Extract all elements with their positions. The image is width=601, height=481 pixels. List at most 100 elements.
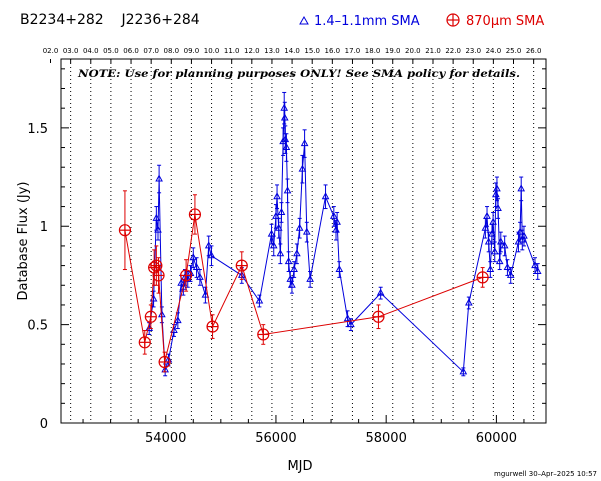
top-axis-tick-label: 24.0	[486, 47, 502, 55]
y-tick-label: 0.5	[27, 319, 48, 334]
top-axis-tick-label: 16.0	[325, 47, 341, 55]
data-point	[533, 266, 542, 274]
legend-blue-label: 1.4–1.1mm SMA	[314, 14, 420, 29]
top-axis-tick-label: 02.0	[43, 47, 59, 55]
top-axis-tick-label: 10.0	[204, 47, 220, 55]
top-axis-tick-label: 06.0	[123, 47, 139, 55]
data-point	[484, 237, 493, 245]
top-axis-tick-label: 08.0	[163, 47, 179, 55]
data-point	[520, 231, 528, 239]
data-point	[274, 223, 283, 231]
data-point	[277, 207, 286, 215]
top-axis-tick-label: 19.0	[385, 47, 401, 55]
data-point	[150, 259, 163, 272]
x-axis: 54000 56000 58000 60000	[82, 415, 525, 446]
y-tick-label: 1.5	[27, 122, 48, 137]
data-point	[503, 263, 512, 271]
data-point	[329, 211, 338, 219]
top-axis-tick-label: 13.0	[264, 47, 280, 55]
data-point	[321, 192, 330, 200]
y-tick-label: 0	[40, 417, 48, 432]
data-point	[177, 278, 185, 286]
data-point	[118, 224, 132, 237]
top-axis-tick-label: 21.0	[425, 47, 441, 55]
data-point	[343, 314, 352, 322]
top-axis-tick-label: 03.0	[63, 47, 79, 55]
data-point	[276, 249, 285, 257]
data-point	[180, 269, 193, 282]
data-point	[293, 249, 301, 257]
data-point	[192, 263, 201, 271]
planning-note: NOTE: Use for planning purposes ONLY! Se…	[77, 69, 520, 80]
top-axis-tick-label: 04.0	[83, 47, 99, 55]
data-point	[476, 271, 489, 284]
legend: 1.4–1.1mm SMA 870μm SMA	[299, 13, 544, 29]
source-names: B2234+282 J2236+284	[20, 12, 200, 28]
data-point	[531, 261, 539, 269]
top-axis-tick-label: 18.0	[365, 47, 381, 55]
top-axis-tick-label: 20.0	[405, 47, 421, 55]
data-point	[306, 274, 314, 282]
top-axis-tick-label: 07.0	[143, 47, 159, 55]
data-point	[207, 251, 216, 259]
y-tick-label: 1	[40, 220, 48, 235]
data-point	[188, 208, 202, 221]
data-point	[154, 225, 162, 233]
data-point	[280, 103, 289, 111]
data-point	[272, 211, 280, 219]
top-axis-tick-label: 17.0	[345, 47, 361, 55]
top-axis-tick-label: 12.0	[244, 47, 260, 55]
data-point	[201, 290, 210, 298]
data-point	[138, 336, 151, 349]
x-tick-label: 56000	[255, 431, 296, 446]
data-point	[500, 241, 509, 249]
data-point	[517, 184, 526, 192]
data-point	[235, 259, 248, 272]
data-point	[506, 270, 515, 278]
data-point	[158, 355, 171, 369]
data-point	[144, 310, 157, 323]
data-point	[496, 237, 505, 245]
data-point	[490, 247, 499, 255]
data-point	[257, 328, 270, 341]
data-point	[372, 310, 385, 323]
top-axis-tick-label: 11.0	[224, 47, 240, 55]
legend-circled-plus-icon	[446, 13, 460, 27]
data-point	[269, 241, 278, 249]
legend-red-label: 870μm SMA	[466, 14, 544, 29]
data-point	[288, 280, 296, 288]
data-point	[335, 264, 344, 273]
data-point	[204, 241, 213, 249]
data-point	[464, 298, 473, 306]
top-axis-tick-label: 09.0	[184, 47, 200, 55]
data-point	[196, 272, 204, 280]
data-point	[280, 113, 289, 121]
top-axis-tick-label: 25.0	[506, 47, 522, 55]
data-point	[376, 288, 385, 296]
data-point	[488, 229, 496, 237]
data-point	[206, 320, 219, 333]
footer-credit: mgurwell 30–Apr–2025 10:57	[494, 470, 597, 478]
data-point	[300, 139, 309, 147]
x-tick-label: 60000	[476, 431, 517, 446]
data-point	[483, 211, 491, 219]
top-axis-year-labels: 02.0 03.0 04.0 05.0 06.0 07.0 08.0 09.0 10.0 11.0…	[43, 47, 541, 63]
data-point	[282, 142, 291, 151]
data-point	[302, 227, 311, 235]
data-point	[493, 184, 501, 192]
top-axis-tick-label: 05.0	[103, 47, 119, 55]
top-axis-tick-label: 22.0	[445, 47, 461, 55]
data-point	[189, 253, 198, 261]
legend-triangle-icon	[299, 15, 309, 25]
data-point	[295, 223, 304, 231]
data-point	[489, 217, 497, 225]
data-point	[494, 203, 502, 212]
data-point	[347, 320, 355, 328]
data-point	[267, 229, 276, 237]
data-point	[495, 257, 504, 265]
x-tick-label: 54000	[145, 431, 186, 446]
data-point	[516, 227, 524, 235]
y-axis: 0 0.5 1 1.5	[27, 68, 546, 432]
data-point	[255, 296, 264, 304]
